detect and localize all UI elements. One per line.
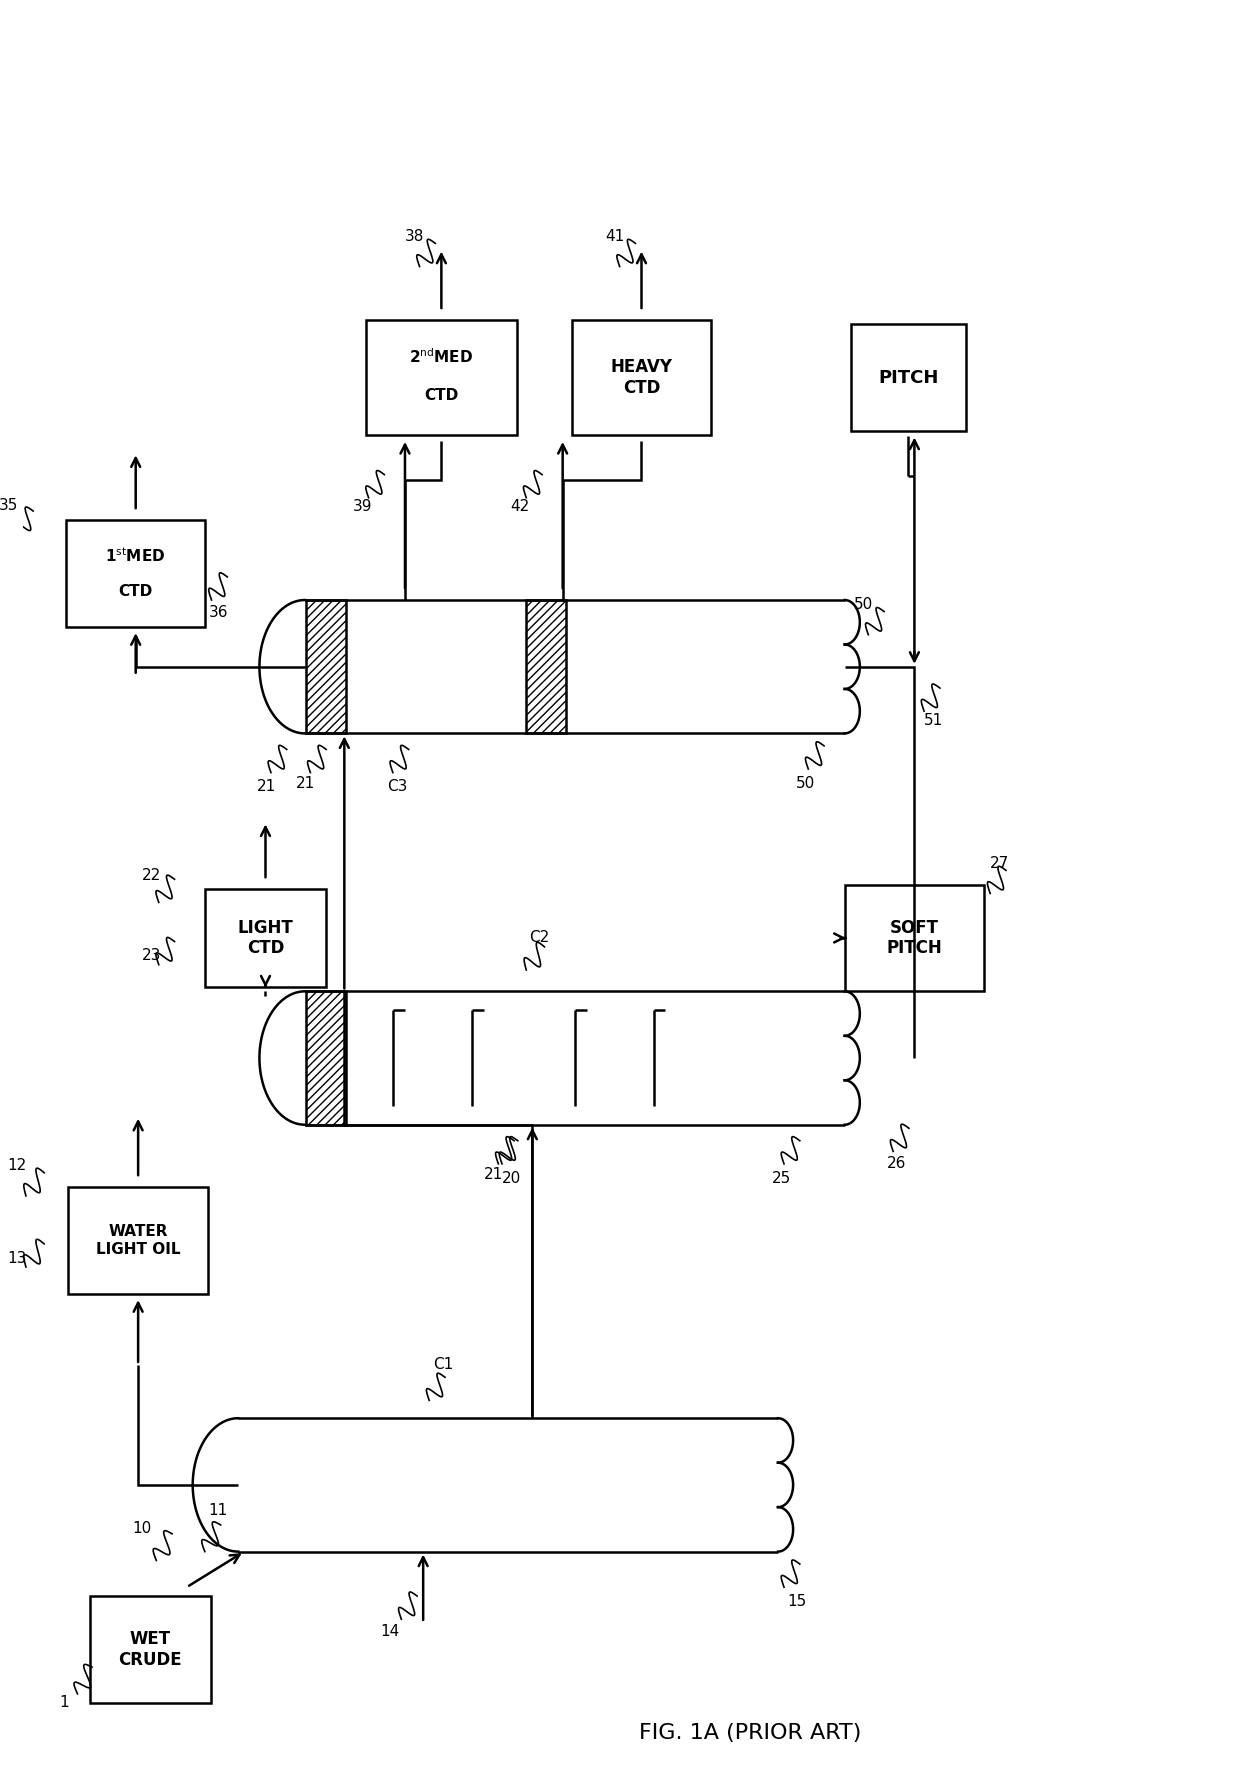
Text: 27: 27 [991,856,1009,870]
FancyBboxPatch shape [68,1187,208,1294]
FancyBboxPatch shape [572,320,712,436]
Text: 50: 50 [854,597,873,611]
FancyBboxPatch shape [851,323,966,431]
Text: 36: 36 [210,606,228,620]
Bar [305,600,346,733]
Text: 14: 14 [381,1624,401,1639]
Text: CTD: CTD [119,584,153,599]
Text: 1$^{\sf st}$MED: 1$^{\sf st}$MED [105,547,166,565]
Text: 50: 50 [796,776,816,790]
Bar [305,992,346,1124]
Text: 21: 21 [296,776,315,790]
Text: C1: C1 [433,1358,453,1372]
Text: C2: C2 [528,931,549,945]
Text: SOFT
PITCH: SOFT PITCH [887,919,942,958]
Text: 23: 23 [141,949,161,963]
Text: 22: 22 [141,868,161,883]
Text: 21: 21 [257,779,275,793]
FancyBboxPatch shape [366,320,517,436]
Text: 26: 26 [887,1156,906,1170]
Text: C3: C3 [387,779,407,793]
Text: CTD: CTD [424,388,459,404]
Text: 21: 21 [484,1167,503,1181]
Text: 25: 25 [771,1170,791,1185]
Text: 38: 38 [405,229,424,243]
Text: WATER
LIGHT OIL: WATER LIGHT OIL [95,1224,180,1256]
Text: 15: 15 [787,1594,807,1608]
Text: WET
CRUDE: WET CRUDE [119,1630,182,1669]
Text: PITCH: PITCH [878,368,939,386]
Text: 39: 39 [353,499,372,515]
FancyBboxPatch shape [844,885,985,992]
Text: 11: 11 [208,1503,228,1519]
Text: 51: 51 [924,713,944,727]
Bar [526,600,567,733]
Text: HEAVY
CTD: HEAVY CTD [610,357,672,397]
Text: 12: 12 [7,1158,27,1172]
Text: 42: 42 [511,499,529,515]
Text: 1: 1 [60,1696,69,1710]
Text: 20: 20 [502,1170,521,1185]
FancyBboxPatch shape [205,890,326,986]
Text: 41: 41 [605,229,625,243]
Text: LIGHT
CTD: LIGHT CTD [238,919,294,958]
FancyBboxPatch shape [66,520,206,627]
Text: 13: 13 [7,1251,27,1265]
Text: 2$^{\sf nd}$MED: 2$^{\sf nd}$MED [409,347,474,366]
Text: FIG. 1A (PRIOR ART): FIG. 1A (PRIOR ART) [640,1723,862,1742]
Text: 10: 10 [133,1521,151,1537]
FancyBboxPatch shape [89,1596,211,1703]
Text: 35: 35 [0,499,19,513]
